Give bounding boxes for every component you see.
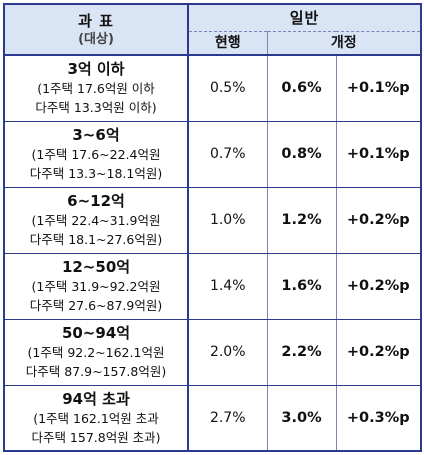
table-row: 6~12억 (1주택 22.4~31.9억원 다주택 18.1~27.6억원) …	[3, 187, 423, 254]
bracket-multi-home: 다주택 13.3~18.1억원)	[29, 166, 163, 181]
bracket-multi-home: 다주택 157.8억원 초과)	[31, 429, 161, 445]
current-rate: 2.7%	[188, 385, 268, 452]
bracket-cell: 3~6억 (1주택 17.6~22.4억원 다주택 13.3~18.1억원)	[3, 121, 189, 188]
table-row: 3억 이하 (1주택 17.6억원 이하 다주택 13.3억원 이하) 0.5%…	[3, 55, 423, 122]
bracket-single-home: (1주택 17.6~22.4억원	[31, 147, 161, 162]
current-rate: 1.0%	[188, 187, 268, 254]
current-rate: 0.7%	[188, 121, 268, 188]
table-row: 12~50억 (1주택 31.9~92.2억원 다주택 27.6~87.9억원)…	[3, 253, 423, 320]
bracket-title: 94억 초과	[62, 389, 130, 408]
bracket-single-home: (1주택 92.2~162.1억원	[27, 345, 165, 360]
bracket-cell: 12~50억 (1주택 31.9~92.2억원 다주택 27.6~87.9억원)	[3, 253, 189, 320]
bracket-single-home: (1주택 31.9~92.2억원	[31, 279, 161, 294]
bracket-title: 3~6억	[72, 126, 120, 144]
current-rate: 2.0%	[188, 319, 268, 386]
bracket-title: 12~50억	[61, 258, 131, 276]
category-header-title: 과 표	[78, 11, 114, 30]
bracket-cell: 50~94억 (1주택 92.2~162.1억원 다주택 87.9~157.8억…	[3, 319, 189, 386]
bracket-multi-home: 다주택 27.6~87.9억원)	[29, 298, 163, 313]
bracket-title: 6~12억	[67, 192, 125, 210]
general-header: 일반	[188, 3, 423, 32]
rate-change: +0.2%p	[336, 253, 423, 320]
rate-change: +0.1%p	[336, 55, 423, 122]
rate-change: +0.2%p	[336, 319, 423, 386]
revised-rate: 1.2%	[267, 187, 337, 254]
category-header: 과 표 (대상)	[3, 3, 189, 56]
revised-rate: 3.0%	[267, 385, 337, 452]
bracket-single-home: (1주택 22.4~31.9억원	[31, 213, 161, 228]
revised-rate: 2.2%	[267, 319, 337, 386]
revised-rate: 1.6%	[267, 253, 337, 320]
current-rate: 1.4%	[188, 253, 268, 320]
rate-change: +0.1%p	[336, 121, 423, 188]
current-rate: 0.5%	[188, 55, 268, 122]
bracket-single-home: (1주택 17.6억원 이하	[37, 81, 155, 97]
current-header-label: 현행	[214, 35, 241, 52]
tax-rate-table: 과 표 (대상) 일반 현행 개정 3억 이하 (1주택 17.6억원 이하 다…	[3, 3, 423, 452]
rate-change: +0.3%p	[336, 385, 423, 452]
bracket-multi-home: 다주택 18.1~27.6억원)	[29, 232, 163, 247]
revised-header-label: 개정	[330, 35, 357, 52]
general-header-label: 일반	[289, 8, 320, 27]
tax-rate-table-container: 과 표 (대상) 일반 현행 개정 3억 이하 (1주택 17.6억원 이하 다…	[3, 3, 423, 452]
bracket-title: 3억 이하	[67, 60, 125, 79]
table-row: 3~6억 (1주택 17.6~22.4억원 다주택 13.3~18.1억원) 0…	[3, 121, 423, 188]
revised-rate: 0.6%	[267, 55, 337, 122]
bracket-multi-home: 다주택 13.3억원 이하)	[35, 100, 157, 116]
revised-header: 개정	[267, 31, 423, 56]
table-row: 94억 초과 (1주택 162.1억원 초과 다주택 157.8억원 초과) 2…	[3, 385, 423, 452]
bracket-multi-home: 다주택 87.9~157.8억원)	[25, 364, 167, 379]
current-header: 현행	[188, 31, 268, 56]
bracket-cell: 6~12억 (1주택 22.4~31.9억원 다주택 18.1~27.6억원)	[3, 187, 189, 254]
rate-change: +0.2%p	[336, 187, 423, 254]
bracket-cell: 94억 초과 (1주택 162.1억원 초과 다주택 157.8억원 초과)	[3, 385, 189, 452]
bracket-cell: 3억 이하 (1주택 17.6억원 이하 다주택 13.3억원 이하)	[3, 55, 189, 122]
table-row: 50~94억 (1주택 92.2~162.1억원 다주택 87.9~157.8억…	[3, 319, 423, 386]
revised-rate: 0.8%	[267, 121, 337, 188]
bracket-title: 50~94억	[61, 324, 131, 342]
bracket-single-home: (1주택 162.1억원 초과	[33, 410, 159, 426]
category-header-sub: (대상)	[78, 31, 114, 47]
